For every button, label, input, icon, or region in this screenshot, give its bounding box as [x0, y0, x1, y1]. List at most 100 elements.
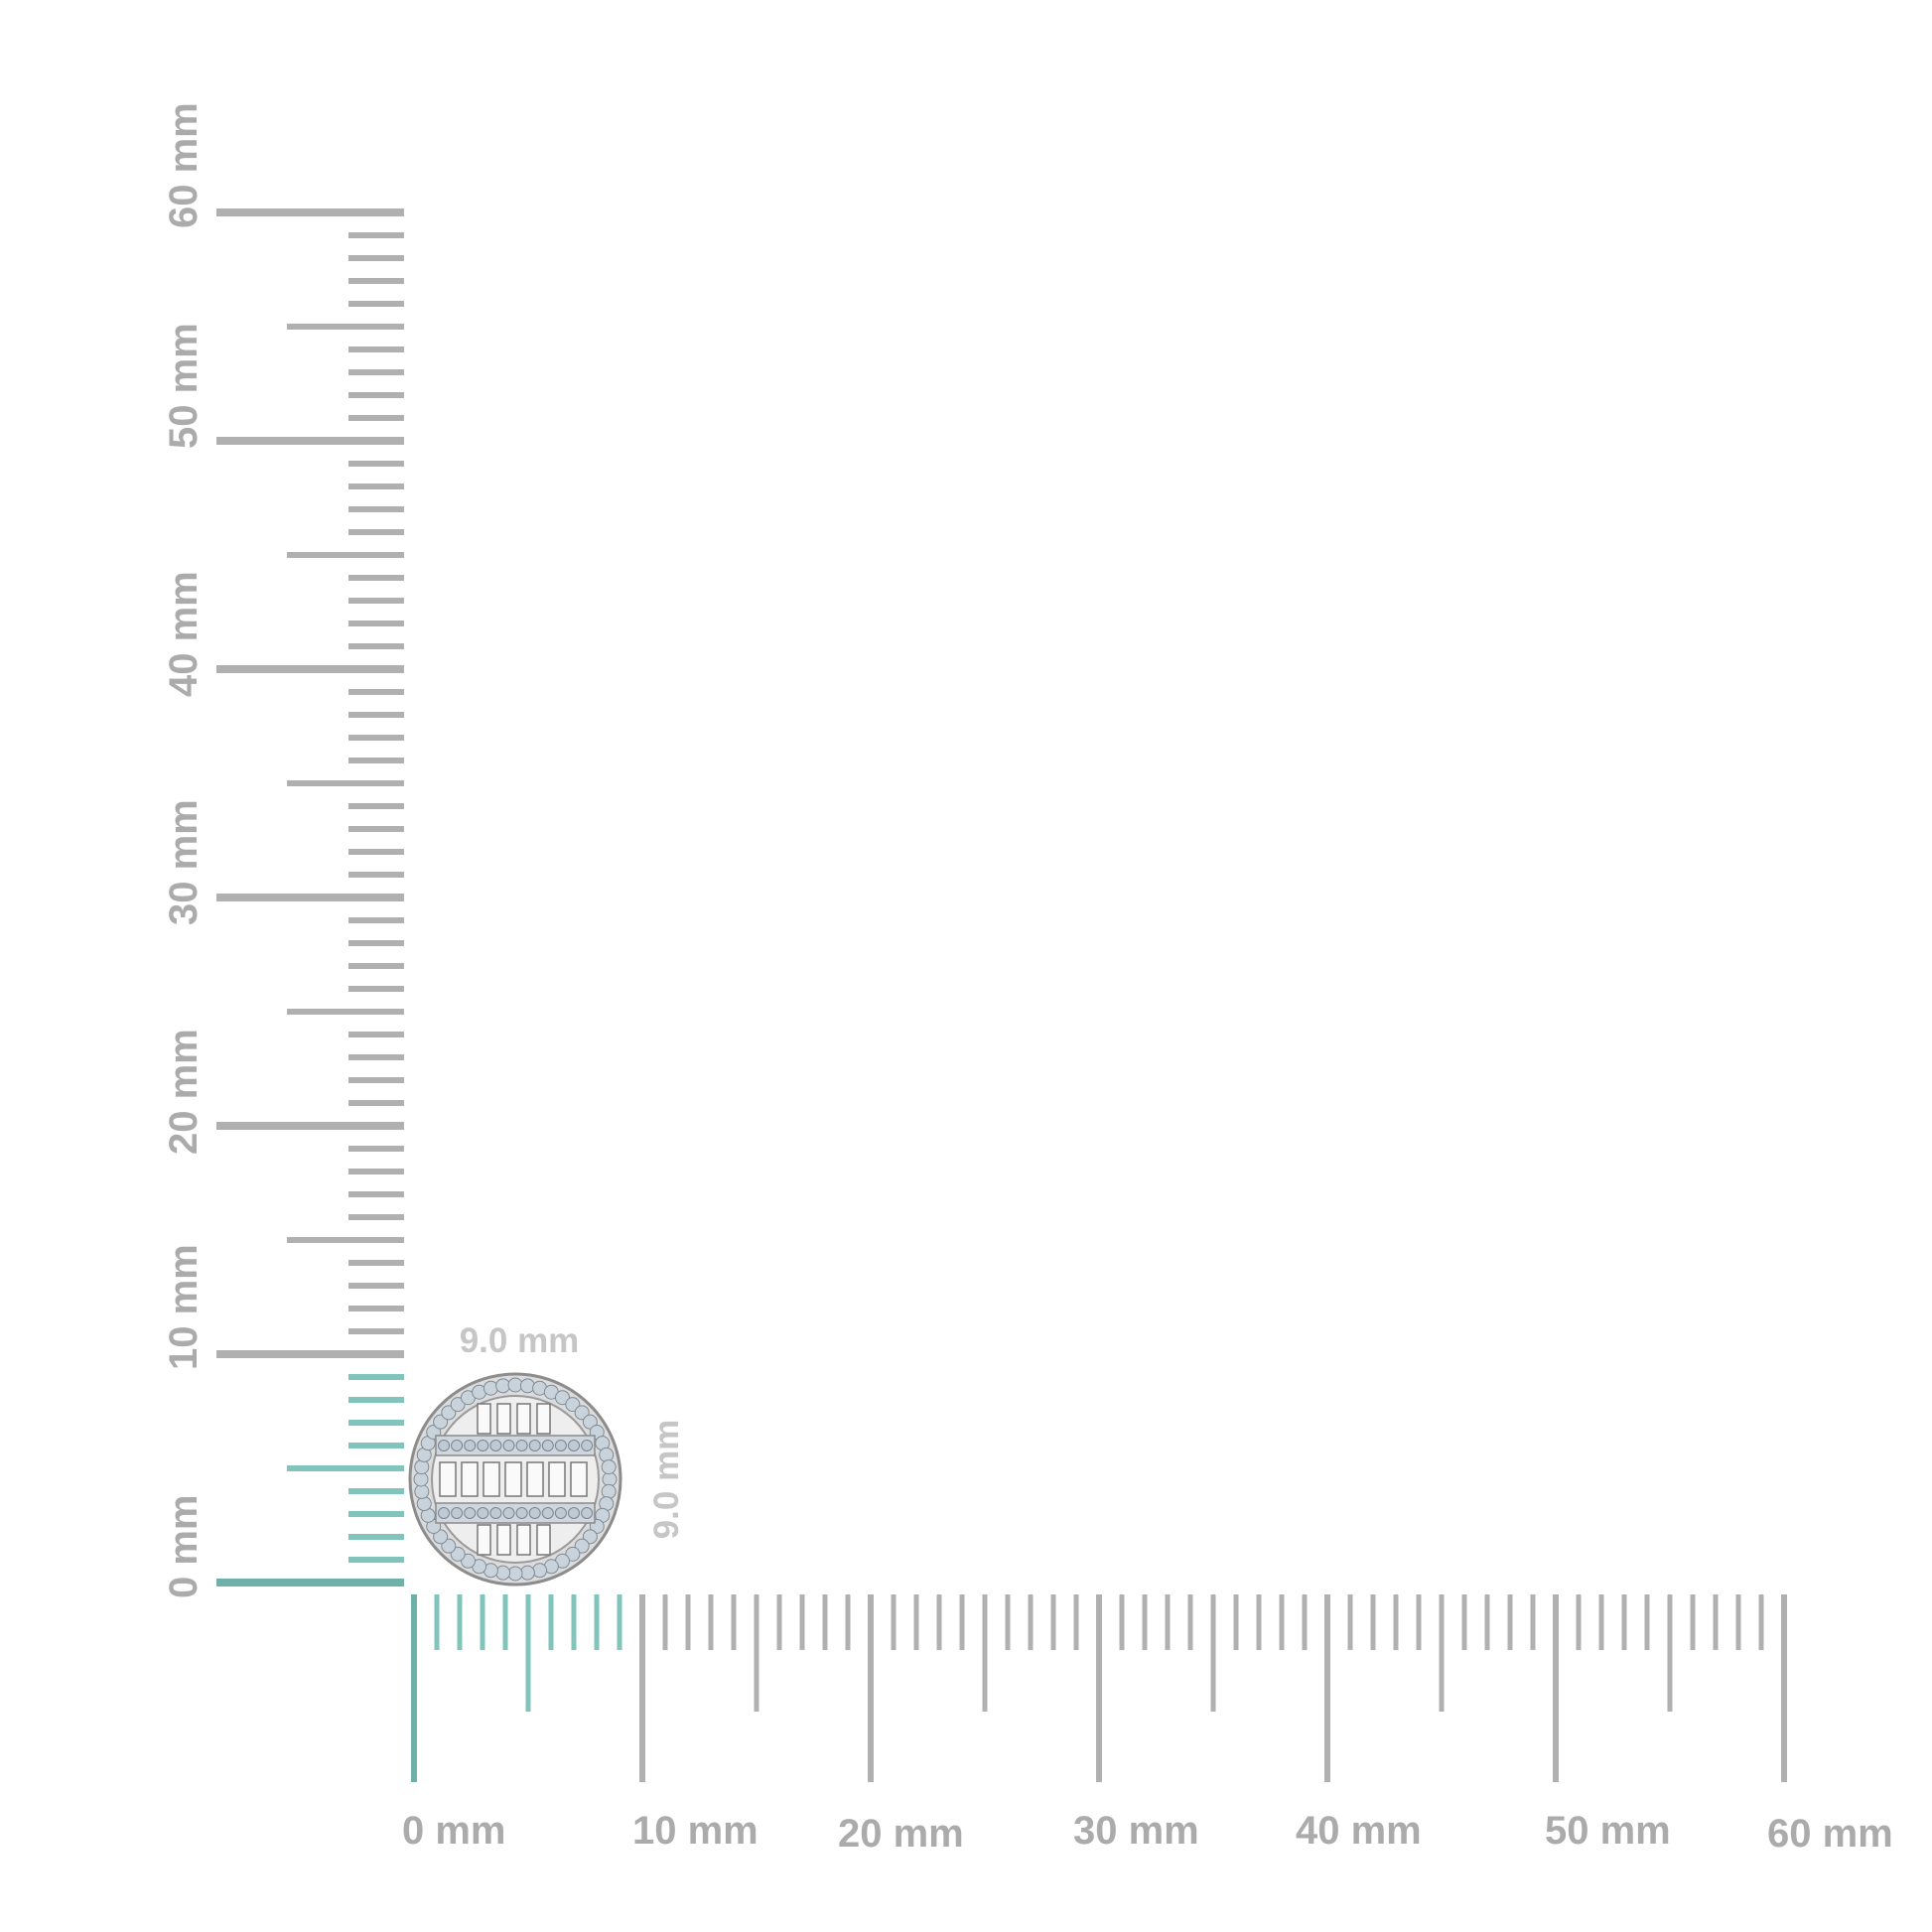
pave-diamond-icon [541, 1507, 554, 1519]
pave-diamond-icon [581, 1440, 594, 1451]
h-minor-tick [457, 1594, 463, 1650]
v-minor-tick [348, 1328, 404, 1334]
v-minor-tick [348, 1534, 404, 1540]
halo-diamond-icon [532, 1563, 548, 1579]
v-half-tick [287, 552, 404, 558]
h-minor-tick [1507, 1594, 1513, 1650]
halo-diamond-icon [519, 1565, 535, 1581]
v-label-20: 20 mm [162, 1029, 206, 1155]
h-minor-tick [1165, 1594, 1171, 1650]
v-minor-tick [348, 826, 404, 832]
baguette-diamond-icon [516, 1403, 531, 1435]
h-minor-tick [594, 1594, 600, 1650]
v-half-tick [287, 324, 404, 330]
v-minor-tick [348, 1283, 404, 1289]
halo-diamond-icon [414, 1483, 430, 1499]
baguette-diamond-icon [477, 1524, 491, 1556]
h-minor-tick [1484, 1594, 1490, 1650]
v-minor-tick [348, 735, 404, 741]
v-minor-tick [348, 575, 404, 581]
v-minor-tick [348, 415, 404, 421]
v-minor-tick [348, 1077, 404, 1083]
v-minor-tick [348, 849, 404, 855]
halo-diamond-icon [507, 1566, 523, 1582]
h-minor-tick [708, 1594, 714, 1650]
baguette-diamond-icon [536, 1524, 551, 1556]
h-label-40: 40 mm [1296, 1809, 1422, 1853]
v-minor-tick [348, 986, 404, 992]
pave-diamond-icon [528, 1507, 541, 1519]
pave-diamond-icon [502, 1440, 515, 1451]
halo-diamond-icon [461, 1553, 476, 1569]
pave-row [435, 1435, 596, 1456]
v-minor-tick [348, 758, 404, 763]
horizontal-ruler-labels: 0 mm 10 mm 20 mm 30 mm 40 mm 50 mm 60 mm [402, 1809, 1893, 1856]
v-minor-tick [348, 232, 404, 238]
h-major-tick [1781, 1594, 1787, 1782]
h-minor-tick [1233, 1594, 1239, 1650]
v-minor-tick [348, 1146, 404, 1152]
h-label-0: 0 mm [402, 1809, 506, 1853]
pave-diamond-icon [438, 1440, 450, 1451]
halo-diamond-icon [413, 1471, 429, 1487]
pave-diamond-icon [438, 1507, 450, 1519]
pave-diamond-icon [451, 1507, 464, 1519]
pave-diamond-icon [464, 1440, 477, 1451]
h-minor-tick [1530, 1594, 1536, 1650]
pave-diamond-icon [489, 1507, 502, 1519]
v-minor-tick [348, 917, 404, 923]
pave-diamond-icon [464, 1507, 477, 1519]
h-minor-tick [434, 1594, 440, 1650]
halo-diamond-icon [601, 1483, 617, 1499]
width-dimension-label: 9.0 mm [460, 1321, 580, 1360]
h-major-tick [411, 1594, 417, 1782]
h-minor-tick [1758, 1594, 1764, 1650]
v-minor-tick [348, 803, 404, 809]
v-minor-tick [348, 1306, 404, 1311]
halo-diamond-icon [555, 1390, 570, 1406]
h-half-tick [754, 1594, 759, 1712]
h-minor-tick [1142, 1594, 1148, 1650]
halo-diamond-icon [599, 1447, 615, 1462]
pave-diamond-icon [528, 1440, 541, 1451]
baguette-diamond-icon [548, 1461, 566, 1497]
v-minor-tick [348, 392, 404, 398]
halo-diamond-icon [450, 1397, 466, 1413]
halo-diamond-icon [601, 1459, 617, 1475]
pave-diamond-icon [568, 1440, 580, 1451]
h-half-tick [525, 1594, 531, 1712]
pave-row [435, 1502, 596, 1524]
v-minor-tick [348, 1032, 404, 1037]
v-minor-tick [348, 1557, 404, 1563]
halo-diamond-icon [582, 1414, 598, 1430]
v-minor-tick [348, 1191, 404, 1197]
h-minor-tick [1735, 1594, 1741, 1650]
v-minor-tick [348, 1100, 404, 1106]
pave-diamond-icon [451, 1440, 464, 1451]
v-minor-tick [348, 1169, 404, 1174]
h-minor-tick [1347, 1594, 1353, 1650]
h-minor-tick [822, 1594, 828, 1650]
height-dimension-label: 9.0 mm [647, 1420, 686, 1540]
h-minor-tick [502, 1594, 508, 1650]
h-minor-tick [913, 1594, 919, 1650]
earring-image [408, 1372, 622, 1587]
baguette-diamond-icon [526, 1461, 544, 1497]
h-minor-tick [1370, 1594, 1376, 1650]
h-major-tick [868, 1594, 874, 1782]
h-minor-tick [1576, 1594, 1582, 1650]
baguette-diamond-icon [483, 1461, 500, 1497]
h-minor-tick [1005, 1594, 1011, 1650]
h-half-tick [1439, 1594, 1445, 1712]
v-major-tick [216, 894, 404, 901]
pave-diamond-icon [554, 1440, 567, 1451]
h-major-tick [1553, 1594, 1559, 1782]
v-minor-tick [348, 369, 404, 375]
v-minor-tick [348, 1443, 404, 1449]
h-minor-tick [1279, 1594, 1285, 1650]
pave-diamond-icon [554, 1507, 567, 1519]
pave-diamond-icon [489, 1440, 502, 1451]
pave-diamond-icon [502, 1507, 515, 1519]
h-half-tick [1667, 1594, 1673, 1712]
